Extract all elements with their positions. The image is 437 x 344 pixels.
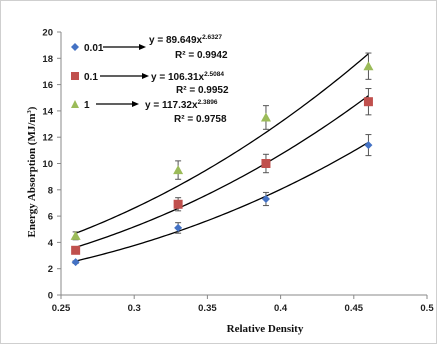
data-point-0.1 — [364, 97, 373, 106]
data-point-0.01 — [262, 195, 270, 203]
data-point-0.1 — [174, 200, 183, 209]
y-tick-label: 20 — [42, 28, 53, 39]
x-tick-label: 0.5 — [420, 303, 434, 314]
legend-item-1: 1 — [71, 100, 90, 111]
data-point-1 — [261, 112, 271, 121]
y-axis-title: Energy Absorption (MJ/m3) — [26, 106, 38, 237]
legend-diamond-marker — [71, 43, 79, 51]
data-point-1 — [173, 165, 183, 174]
y-tick-label: 18 — [42, 54, 53, 65]
legend-square-marker — [71, 72, 79, 80]
y-tick-label: 8 — [48, 185, 53, 196]
legend-item-0.1: 0.1 — [71, 72, 98, 83]
y-tick-label: 4 — [48, 238, 54, 249]
legend-triangle-marker — [71, 100, 79, 108]
equation-0.01: y = 89.649x2.6327 — [149, 34, 222, 46]
equation-0.1: y = 106.31x2.5084 — [151, 71, 224, 83]
y-axis-title-close: ) — [26, 106, 38, 110]
legend-label-0.1: 0.1 — [84, 72, 98, 83]
x-tick-label: 0.3 — [128, 303, 141, 314]
y-tick-label: 0 — [48, 291, 53, 302]
r2-0.01: R² = 0.9942 — [175, 50, 228, 61]
legend-label-1: 1 — [84, 100, 90, 111]
equation-1: y = 117.32x2.3896 — [145, 99, 218, 111]
y-tick-label: 2 — [48, 264, 53, 275]
y-tick-label: 12 — [42, 133, 53, 144]
y-tick-label: 10 — [42, 159, 53, 170]
x-axis-title: Relative Density — [227, 323, 304, 335]
r2-0.1: R² = 0.9952 — [176, 85, 229, 96]
x-tick-label: 0.25 — [52, 303, 71, 314]
legend-arrow-0.1 — [100, 73, 149, 79]
x-tick-label: 0.4 — [274, 303, 288, 314]
y-tick-label: 14 — [42, 106, 53, 117]
y-tick-label: 6 — [48, 212, 53, 223]
legend-arrow-1 — [96, 101, 139, 107]
data-point-0.1 — [71, 246, 80, 255]
x-tick-label: 0.35 — [198, 303, 217, 314]
data-point-0.01 — [364, 141, 372, 149]
fit-curve-1 — [76, 54, 369, 234]
data-point-1 — [363, 61, 373, 70]
y-tick-label: 16 — [42, 80, 53, 91]
legend-arrow-0.01 — [103, 44, 146, 50]
legend-label-0.01: 0.01 — [84, 43, 104, 54]
y-axis-title-main: Energy Absorption (MJ/m — [26, 113, 38, 237]
r2-1: R² = 0.9758 — [174, 114, 227, 125]
x-tick-label: 0.45 — [345, 303, 364, 314]
legend-item-0.01: 0.01 — [71, 43, 104, 54]
data-point-0.1 — [261, 159, 270, 168]
data-point-0.01 — [72, 258, 80, 266]
